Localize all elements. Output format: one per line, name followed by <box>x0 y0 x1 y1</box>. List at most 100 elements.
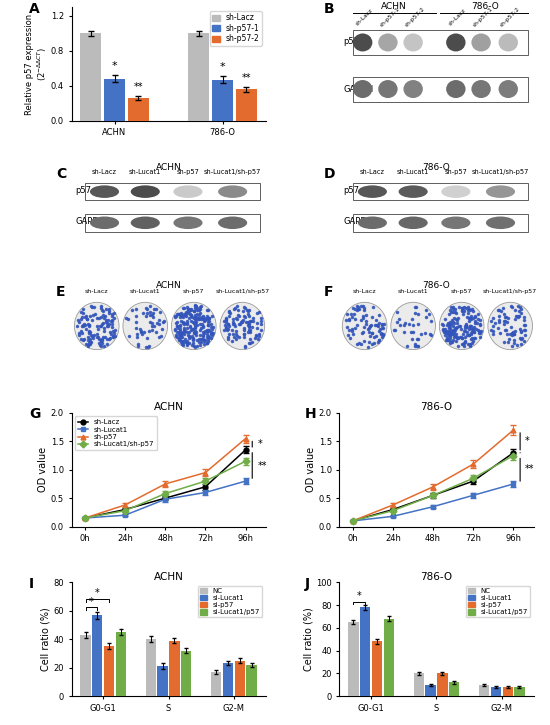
Text: sh-p57-1: sh-p57-1 <box>379 6 400 28</box>
Ellipse shape <box>441 217 470 229</box>
Bar <box>80 33 101 121</box>
Bar <box>181 650 191 696</box>
Text: **: ** <box>257 461 267 471</box>
Ellipse shape <box>172 302 216 349</box>
Legend: NC, si-Lucat1, si-p57, si-Lucat1/p57: NC, si-Lucat1, si-p57, si-Lucat1/p57 <box>198 586 262 618</box>
Ellipse shape <box>123 302 168 349</box>
Text: ACHN: ACHN <box>156 162 182 172</box>
Bar <box>383 618 394 696</box>
Text: sh-Lacz: sh-Lacz <box>448 7 467 27</box>
Text: 786-O: 786-O <box>471 1 499 11</box>
Y-axis label: Cell ratio (%): Cell ratio (%) <box>303 608 313 671</box>
Ellipse shape <box>358 186 387 198</box>
Bar <box>85 183 260 200</box>
Ellipse shape <box>399 217 428 229</box>
Ellipse shape <box>446 80 465 98</box>
Ellipse shape <box>404 33 423 51</box>
Text: D: D <box>324 167 336 181</box>
Ellipse shape <box>173 186 202 198</box>
Ellipse shape <box>486 186 515 198</box>
Ellipse shape <box>446 33 465 51</box>
Text: sh-p57: sh-p57 <box>451 289 472 294</box>
Text: sh-Lucat1/sh-p57: sh-Lucat1/sh-p57 <box>472 170 529 175</box>
Bar <box>80 635 91 696</box>
Text: p57: p57 <box>343 38 359 46</box>
Text: sh-Lucat1: sh-Lucat1 <box>129 170 161 175</box>
Text: J: J <box>305 576 310 591</box>
Text: H: H <box>305 407 316 421</box>
Text: 786-O: 786-O <box>422 281 450 290</box>
Legend: NC, si-Lucat1, si-p57, si-Lucat1/p57: NC, si-Lucat1, si-p57, si-Lucat1/p57 <box>466 586 530 618</box>
Text: **: ** <box>525 463 535 473</box>
Text: sh-Lacz: sh-Lacz <box>85 289 108 294</box>
Title: 786-O: 786-O <box>420 571 453 581</box>
Ellipse shape <box>441 186 470 198</box>
Ellipse shape <box>131 186 160 198</box>
Text: sh-Lacz: sh-Lacz <box>353 289 376 294</box>
Text: *: * <box>89 597 94 607</box>
Bar <box>353 77 527 102</box>
Text: sh-p57: sh-p57 <box>183 289 205 294</box>
Bar <box>128 98 148 121</box>
Text: *: * <box>112 61 117 71</box>
Bar <box>212 80 233 121</box>
Bar <box>104 79 125 121</box>
Bar <box>425 684 436 696</box>
Bar <box>246 665 257 696</box>
Text: sh-Lucat1: sh-Lucat1 <box>397 170 429 175</box>
Ellipse shape <box>399 186 428 198</box>
Y-axis label: OD value: OD value <box>38 447 48 492</box>
Text: **: ** <box>134 82 143 92</box>
Text: A: A <box>29 1 40 15</box>
Text: E: E <box>56 286 65 299</box>
Text: sh-Lacz: sh-Lacz <box>92 170 117 175</box>
Text: **: ** <box>241 73 251 83</box>
Ellipse shape <box>471 33 491 51</box>
Bar <box>116 632 126 696</box>
Bar <box>92 615 102 696</box>
Text: B: B <box>324 1 334 15</box>
Bar <box>85 214 260 231</box>
Text: I: I <box>29 576 34 591</box>
Text: sh-Lucat1/sh-p57: sh-Lucat1/sh-p57 <box>215 289 270 294</box>
Bar <box>104 646 114 696</box>
Text: sh-Lacz: sh-Lacz <box>355 7 374 27</box>
Ellipse shape <box>342 302 387 349</box>
Text: sh-p57-1: sh-p57-1 <box>472 6 494 28</box>
Text: C: C <box>56 167 66 181</box>
Text: *: * <box>95 588 100 598</box>
Text: sh-Lucat1: sh-Lucat1 <box>398 289 428 294</box>
Bar <box>503 687 513 696</box>
Bar <box>353 214 527 231</box>
Ellipse shape <box>378 80 398 98</box>
Text: sh-Lacz: sh-Lacz <box>360 170 385 175</box>
Ellipse shape <box>74 302 119 349</box>
Ellipse shape <box>486 217 515 229</box>
Text: sh-p57: sh-p57 <box>444 170 468 175</box>
Ellipse shape <box>498 80 518 98</box>
Title: 786-O: 786-O <box>420 402 453 413</box>
Bar <box>157 666 168 696</box>
Text: sh-Lucat1/sh-p57: sh-Lucat1/sh-p57 <box>204 170 261 175</box>
Text: sh-p57-2: sh-p57-2 <box>404 6 426 28</box>
Bar <box>188 33 209 121</box>
Text: *: * <box>220 62 225 72</box>
Text: sh-p57: sh-p57 <box>177 170 200 175</box>
Text: *: * <box>357 592 362 601</box>
Bar <box>353 183 527 200</box>
Text: ACHN: ACHN <box>381 1 406 11</box>
Bar <box>223 663 233 696</box>
Bar <box>235 660 245 696</box>
Text: sh-Lucat1/sh-p57: sh-Lucat1/sh-p57 <box>483 289 537 294</box>
Title: ACHN: ACHN <box>153 571 184 581</box>
Ellipse shape <box>353 80 372 98</box>
Legend: sh-Lacz, sh-p57-1, sh-p57-2: sh-Lacz, sh-p57-1, sh-p57-2 <box>210 11 262 46</box>
Ellipse shape <box>358 217 387 229</box>
Text: ACHN: ACHN <box>156 281 182 290</box>
Ellipse shape <box>353 33 372 51</box>
Ellipse shape <box>90 186 119 198</box>
Bar <box>146 639 156 696</box>
Ellipse shape <box>218 186 247 198</box>
Ellipse shape <box>404 80 423 98</box>
Legend: sh-Lacz, sh-Lucat1, sh-p57, sh-Lucat1/sh-p57: sh-Lacz, sh-Lucat1, sh-p57, sh-Lucat1/sh… <box>75 416 157 450</box>
